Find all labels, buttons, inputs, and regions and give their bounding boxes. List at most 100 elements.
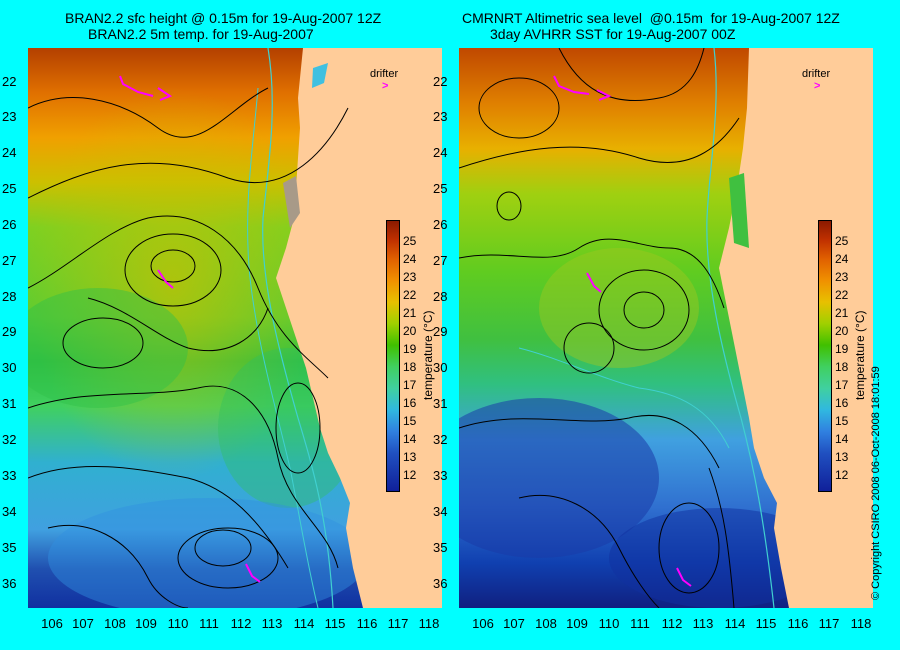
y-tick: 29 [433, 324, 448, 339]
right-colorbar-label: temperature (°C) [853, 310, 867, 401]
x-tick: 110 [167, 616, 189, 631]
copyright-notice: © Copyright CSIRO 2008 06-Oct-2008 18:01… [870, 366, 882, 600]
left-colorbar-label: temperature (°C) [421, 310, 435, 401]
x-tick: 116 [356, 616, 378, 631]
y-tick: 35 [433, 540, 448, 555]
colorbar-tick: 12 [835, 468, 849, 482]
right-map [459, 48, 873, 608]
right-map-panel [459, 48, 873, 608]
y-tick: 27 [2, 253, 17, 268]
y-tick: 34 [2, 504, 17, 519]
y-tick: 31 [2, 396, 17, 411]
x-tick: 115 [755, 616, 777, 631]
colorbar-tick: 19 [835, 342, 849, 356]
colorbar-tick: 22 [403, 288, 417, 302]
right-drifter-legend: drifter > [802, 68, 830, 92]
drifter-arrow-icon: > [382, 80, 389, 92]
colorbar-tick: 21 [403, 306, 417, 320]
colorbar-tick: 25 [835, 234, 849, 248]
x-tick: 118 [418, 616, 440, 631]
x-tick: 118 [850, 616, 872, 631]
colorbar-tick: 18 [835, 360, 849, 374]
y-tick: 34 [433, 504, 448, 519]
x-tick: 109 [566, 616, 588, 631]
drifter-arrow-icon: > [814, 80, 821, 92]
x-tick: 114 [724, 616, 746, 631]
x-tick: 110 [598, 616, 620, 631]
left-land [276, 48, 442, 608]
y-tick: 36 [2, 576, 17, 591]
y-tick: 26 [2, 217, 17, 232]
colorbar-tick: 22 [835, 288, 849, 302]
colorbar-tick: 19 [403, 342, 417, 356]
left-colorbar [386, 220, 400, 492]
left-map [28, 48, 442, 608]
x-tick: 113 [692, 616, 714, 631]
y-tick: 23 [433, 109, 448, 124]
colorbar-tick: 16 [403, 396, 417, 410]
colorbar-tick: 17 [835, 378, 849, 392]
y-tick: 24 [433, 145, 448, 160]
y-tick: 32 [2, 432, 17, 447]
right-drifter-label: drifter [802, 68, 831, 80]
colorbar-tick: 21 [835, 306, 849, 320]
colorbar-tick: 13 [403, 450, 417, 464]
colorbar-tick: 15 [835, 414, 849, 428]
colorbar-tick: 12 [403, 468, 417, 482]
x-tick: 111 [199, 616, 219, 631]
colorbar-tick: 24 [403, 252, 417, 266]
x-tick: 108 [535, 616, 557, 631]
y-tick: 29 [2, 324, 17, 339]
x-tick: 117 [818, 616, 840, 631]
colorbar-tick: 13 [835, 450, 849, 464]
y-tick: 23 [2, 109, 17, 124]
y-tick: 24 [2, 145, 17, 160]
y-tick: 33 [433, 468, 448, 483]
left-drifter-legend: drifter > [370, 68, 398, 92]
left-drifter-label: drifter [370, 68, 399, 80]
y-tick: 22 [2, 74, 17, 89]
colorbar-tick: 14 [835, 432, 849, 446]
right-title-line1: CMRNRT Altimetric sea level @0.15m for 1… [462, 10, 840, 26]
y-tick: 35 [2, 540, 17, 555]
left-map-panel [28, 48, 442, 608]
x-tick: 115 [324, 616, 346, 631]
colorbar-tick: 23 [835, 270, 849, 284]
x-tick: 106 [41, 616, 63, 631]
y-tick: 26 [433, 217, 448, 232]
colorbar-tick: 20 [835, 324, 849, 338]
y-tick: 30 [2, 360, 17, 375]
colorbar-tick: 17 [403, 378, 417, 392]
x-tick: 113 [261, 616, 283, 631]
x-tick: 112 [230, 616, 252, 631]
colorbar-tick: 20 [403, 324, 417, 338]
right-land [719, 48, 873, 608]
x-tick: 107 [503, 616, 525, 631]
x-tick: 108 [104, 616, 126, 631]
colorbar-tick: 25 [403, 234, 417, 248]
y-tick: 28 [433, 289, 448, 304]
right-title-line2: 3day AVHRR SST for 19-Aug-2007 00Z [490, 26, 736, 42]
y-tick: 31 [433, 396, 448, 411]
y-tick: 25 [2, 181, 17, 196]
y-tick: 30 [433, 360, 448, 375]
colorbar-tick: 18 [403, 360, 417, 374]
x-tick: 116 [787, 616, 809, 631]
x-tick: 106 [472, 616, 494, 631]
colorbar-tick: 14 [403, 432, 417, 446]
x-tick: 109 [135, 616, 157, 631]
colorbar-tick: 23 [403, 270, 417, 284]
colorbar-tick: 24 [835, 252, 849, 266]
y-tick: 33 [2, 468, 17, 483]
y-tick: 36 [433, 576, 448, 591]
y-tick: 22 [433, 74, 448, 89]
x-tick: 107 [72, 616, 94, 631]
left-title-line1: BRAN2.2 sfc height @ 0.15m for 19-Aug-20… [65, 10, 382, 26]
colorbar-tick: 15 [403, 414, 417, 428]
colorbar-tick: 16 [835, 396, 849, 410]
y-tick: 28 [2, 289, 17, 304]
y-tick: 27 [433, 253, 448, 268]
x-tick: 111 [630, 616, 650, 631]
x-tick: 112 [661, 616, 683, 631]
y-tick: 32 [433, 432, 448, 447]
